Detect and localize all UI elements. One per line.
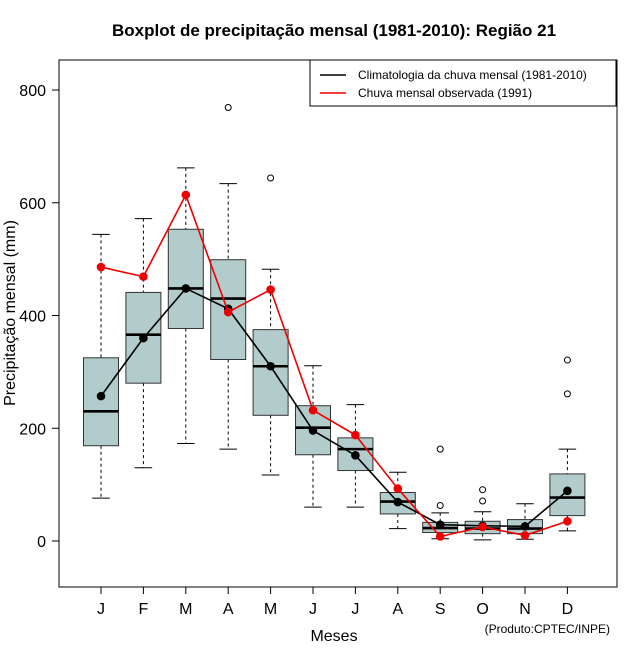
series-lines (96, 190, 572, 541)
series-point (351, 430, 360, 440)
legend-box (309, 59, 617, 107)
outlier-point (267, 174, 275, 182)
series-point (181, 284, 191, 293)
box-iqr (83, 357, 119, 447)
x-tick-label: M (264, 601, 277, 618)
boxes-group (83, 104, 586, 541)
credit-text: (Produto:CPTEC/INPE) (485, 622, 610, 636)
outlier-point (479, 497, 487, 505)
series-point (96, 391, 106, 401)
series-point (266, 361, 275, 371)
series-point (393, 484, 403, 493)
y-axis-label: Precipitação mensal (mm) (2, 220, 19, 406)
outlier-point (224, 104, 232, 112)
x-tick-label: D (562, 601, 574, 618)
series-line (100, 287, 568, 528)
series-point (478, 522, 487, 532)
series-point (139, 272, 148, 281)
x-tick-label: N (519, 601, 531, 618)
y-tick-label: 400 (19, 309, 46, 326)
x-tick-label: O (476, 601, 488, 618)
outlier-point (436, 445, 444, 453)
series-point (393, 497, 403, 507)
series-observed (96, 190, 572, 541)
box-1 (83, 233, 119, 499)
box-5 (252, 174, 289, 476)
series-point (308, 405, 318, 415)
legend: Climatologia da chuva mensal (1981-2010)… (309, 59, 617, 107)
y-tick-label: 200 (19, 421, 46, 438)
series-point (351, 451, 360, 460)
x-tick-label: S (435, 601, 446, 618)
y-tick-label: 0 (37, 534, 46, 551)
x-axis-label: Meses (310, 628, 357, 645)
y-tick-label: 800 (19, 83, 46, 100)
x-tick-label: J (351, 601, 359, 618)
series-point (266, 285, 275, 294)
series-point (563, 516, 572, 526)
outlier-point (479, 486, 487, 494)
series-point (435, 520, 445, 529)
series-point (520, 531, 530, 540)
outlier-point (436, 501, 444, 509)
box-3 (167, 167, 204, 444)
x-tick-label: A (392, 601, 403, 618)
legend-observed-label: Chuva mensal observada (1991) (358, 86, 532, 100)
y-axis: 0 200 400 600 800 (19, 83, 59, 551)
x-tick-label: J (97, 601, 105, 618)
box-iqr (167, 228, 204, 329)
series-point (435, 532, 445, 541)
box-12 (549, 356, 586, 532)
box-iqr (252, 329, 289, 416)
y-tick-label: 600 (19, 196, 46, 213)
x-tick-label: M (179, 601, 192, 618)
series-point (181, 190, 191, 200)
series-point (96, 262, 106, 272)
outlier-point (563, 356, 571, 364)
series-point (563, 486, 572, 496)
chart-title: Boxplot de precipitação mensal (1981-201… (112, 21, 556, 40)
series-point (139, 333, 148, 343)
x-tick-label: A (223, 601, 234, 618)
series-line (100, 192, 568, 538)
box-2 (125, 218, 162, 469)
series-point (223, 307, 233, 317)
outlier-point (563, 390, 571, 398)
box-6 (295, 365, 331, 508)
series-point (308, 426, 318, 435)
series-point (520, 522, 530, 531)
x-tick-label: J (309, 601, 317, 618)
box-10 (464, 486, 501, 541)
x-tick-label: F (139, 601, 149, 618)
legend-climatology-label: Climatologia da chuva mensal (1981-2010) (358, 68, 587, 82)
